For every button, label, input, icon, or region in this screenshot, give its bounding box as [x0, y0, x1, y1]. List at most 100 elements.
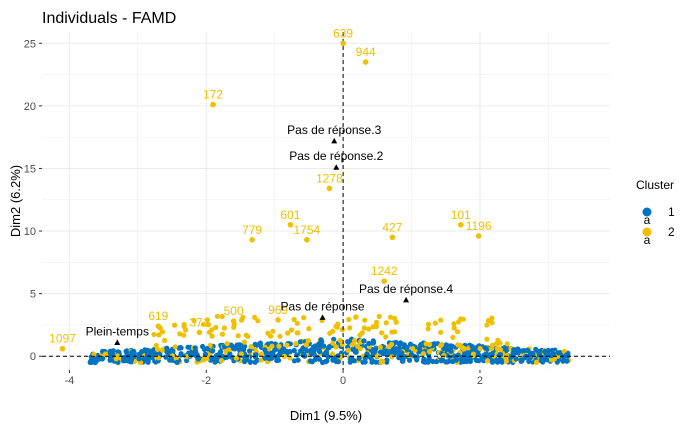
point-619: [155, 323, 162, 329]
point-individual: [219, 313, 225, 320]
point-individual: [185, 344, 191, 350]
point-individual: [389, 329, 395, 335]
point-individual: [355, 343, 361, 349]
point-individual: [258, 351, 264, 357]
point-individual: [337, 337, 343, 344]
point-individual: [353, 349, 359, 355]
point-label-1196: 1196: [466, 219, 492, 233]
point-individual: [556, 350, 562, 356]
point-individual: [367, 354, 373, 360]
point-individual: [181, 332, 187, 338]
point-individual: [484, 358, 490, 364]
legend-label-2: 2: [668, 225, 675, 239]
point-individual: [339, 327, 345, 333]
point-individual: [438, 358, 444, 364]
y-tick-label: 25: [24, 38, 36, 50]
point-individual: [401, 342, 407, 348]
point-individual: [335, 321, 341, 327]
point-individual: [503, 356, 509, 362]
point-individual: [350, 342, 356, 348]
point-individual: [235, 333, 241, 339]
point-individual: [167, 348, 173, 354]
point-label-779: 779: [242, 223, 262, 237]
point-individual: [172, 344, 178, 350]
point-individual: [181, 324, 187, 330]
point-individual: [295, 357, 301, 363]
point-individual: [376, 313, 382, 319]
point-individual: [442, 345, 448, 351]
point-individual: [269, 343, 275, 349]
point-individual: [408, 351, 414, 358]
supplementary-marker-1: [333, 164, 340, 170]
point-individual: [293, 341, 299, 347]
supplementary-marker-2: [403, 296, 410, 303]
point-individual: [95, 354, 101, 360]
point-individual: [204, 346, 210, 352]
point-label-1278: 1278: [316, 171, 343, 185]
point-individual: [427, 349, 433, 355]
point-individual: [455, 342, 461, 348]
point-individual: [327, 330, 333, 336]
point-individual: [430, 358, 436, 365]
point-individual: [504, 341, 510, 347]
supplementary-label-0: Pas de réponse.3: [287, 123, 381, 137]
point-individual: [276, 343, 282, 349]
point-639: [340, 40, 346, 47]
point-individual: [477, 345, 483, 352]
point-individual: [248, 343, 254, 350]
point-individual: [213, 358, 219, 364]
point-individual: [301, 315, 307, 321]
point-individual: [549, 352, 555, 359]
point-individual: [475, 351, 481, 357]
point-individual: [353, 314, 359, 320]
point-individual: [284, 342, 290, 348]
point-individual: [484, 322, 490, 328]
point-individual: [204, 317, 210, 323]
point-individual: [191, 318, 197, 324]
point-individual: [551, 356, 557, 362]
point-individual: [410, 346, 416, 352]
point-individual: [237, 342, 243, 348]
point-individual: [438, 329, 444, 335]
point-individual: [481, 352, 487, 358]
x-axis-title: Dim1 (9.5%): [290, 408, 362, 423]
point-individual: [479, 356, 485, 362]
point-individual: [213, 324, 219, 331]
point-individual: [394, 350, 401, 356]
point-individual: [462, 346, 468, 352]
point-individual: [494, 359, 501, 365]
point-500: [230, 318, 237, 324]
x-tick-label: -2: [201, 375, 211, 387]
point-individual: [426, 341, 433, 348]
point-individual: [346, 316, 352, 323]
point-individual: [383, 334, 389, 340]
point-individual: [351, 358, 357, 364]
point-individual: [502, 346, 509, 352]
point-individual: [455, 329, 461, 335]
point-individual: [174, 359, 180, 365]
point-individual: [284, 348, 290, 354]
point-individual: [469, 343, 475, 349]
point-individual: [356, 355, 362, 361]
point-individual: [224, 341, 230, 347]
point-172: [210, 101, 216, 108]
point-individual: [495, 337, 501, 343]
point-individual: [425, 321, 432, 327]
point-individual: [172, 322, 178, 328]
point-individual: [321, 343, 327, 349]
point-individual: [511, 347, 517, 353]
point-individual: [255, 318, 261, 324]
point-individual: [484, 336, 490, 342]
point-individual: [385, 348, 391, 355]
point-601: [287, 221, 294, 228]
point-individual: [307, 358, 313, 364]
point-label-500: 500: [224, 304, 244, 318]
point-individual: [518, 357, 524, 363]
point-label-101: 101: [451, 208, 471, 222]
point-individual: [291, 347, 297, 354]
point-individual: [243, 332, 249, 338]
point-individual: [277, 333, 283, 339]
point-individual: [406, 357, 413, 363]
point-individual: [304, 348, 310, 354]
